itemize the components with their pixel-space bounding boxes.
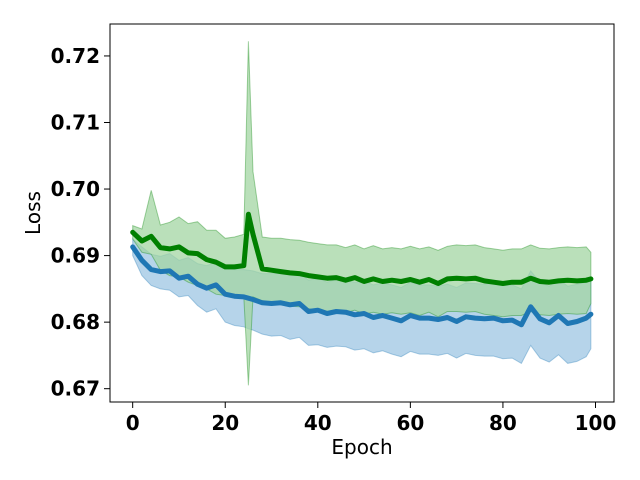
x-axis: 0 20 40 60 80 100 <box>126 402 617 435</box>
y-tick-label: 0.70 <box>51 177 100 201</box>
x-tick-label: 60 <box>396 411 424 435</box>
y-axis-label: Loss <box>21 191 45 235</box>
y-tick-label: 0.68 <box>51 310 100 334</box>
y-tick-label: 0.72 <box>51 44 100 68</box>
x-tick-label: 20 <box>211 411 239 435</box>
series-1-line <box>130 244 594 328</box>
y-axis: 0.67 0.68 0.69 0.70 0.71 0.72 <box>51 44 110 401</box>
series-lines <box>130 211 594 328</box>
x-axis-label: Epoch <box>331 435 392 459</box>
y-tick-label: 0.67 <box>51 377 100 401</box>
plot-frame <box>109 23 615 403</box>
x-tick-label: 100 <box>575 411 617 435</box>
y-tick-label: 0.71 <box>51 110 100 134</box>
y-tick-label: 0.69 <box>51 244 100 268</box>
series-2-line <box>130 211 594 286</box>
x-tick-label: 80 <box>489 411 517 435</box>
x-tick-label: 40 <box>304 411 332 435</box>
x-tick-label: 0 <box>126 411 140 435</box>
